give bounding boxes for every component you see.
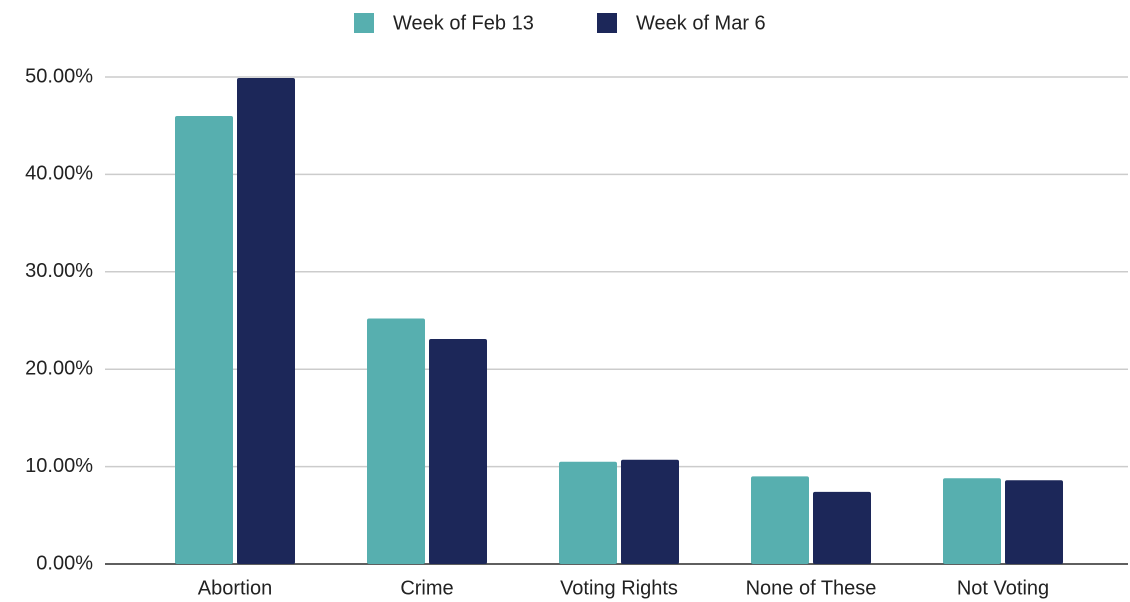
bar bbox=[429, 339, 487, 564]
x-tick-label: Voting Rights bbox=[560, 577, 678, 599]
bar bbox=[237, 77, 295, 564]
x-tick-label: Crime bbox=[400, 577, 453, 599]
y-tick-label: 50.00% bbox=[25, 65, 93, 87]
legend-swatch bbox=[597, 13, 617, 33]
y-tick-label: 10.00% bbox=[25, 455, 93, 477]
bar bbox=[751, 476, 809, 564]
y-tick-label: 30.00% bbox=[25, 260, 93, 282]
bar bbox=[1005, 480, 1063, 564]
bar bbox=[621, 459, 679, 564]
bar bbox=[559, 461, 617, 564]
bar bbox=[813, 491, 871, 564]
y-tick-label: 40.00% bbox=[25, 163, 93, 185]
y-tick-label: 20.00% bbox=[25, 357, 93, 379]
x-tick-label: None of These bbox=[746, 577, 877, 599]
bar bbox=[943, 478, 1001, 564]
legend-label: Week of Mar 6 bbox=[636, 12, 766, 34]
bar bbox=[175, 115, 233, 565]
x-tick-label: Abortion bbox=[198, 577, 273, 599]
x-tick-label: Not Voting bbox=[957, 577, 1049, 599]
bar bbox=[367, 318, 425, 564]
legend-label: Week of Feb 13 bbox=[393, 12, 534, 34]
y-tick-label: 0.00% bbox=[36, 552, 93, 574]
legend-swatch bbox=[354, 13, 374, 33]
